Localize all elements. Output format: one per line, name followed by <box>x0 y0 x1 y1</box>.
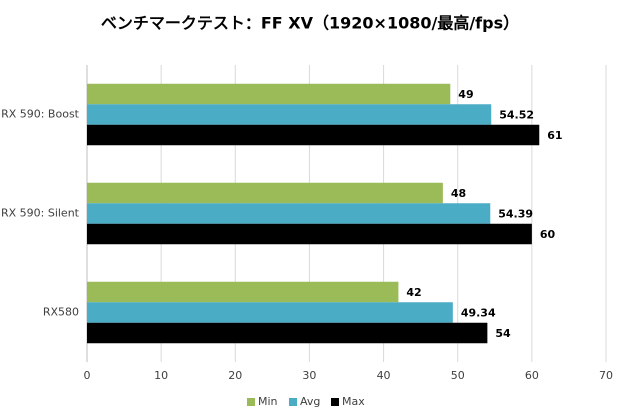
bar <box>87 322 488 344</box>
legend-swatch <box>247 398 255 406</box>
value-label: 60 <box>540 228 556 241</box>
bar <box>87 124 540 146</box>
legend-label: Max <box>342 395 365 408</box>
value-label: 42 <box>406 286 421 299</box>
legend-swatch <box>289 398 297 406</box>
value-label: 61 <box>547 129 562 142</box>
bar <box>87 281 399 303</box>
value-label: 54.52 <box>499 109 534 122</box>
x-tick-label: 10 <box>154 369 168 382</box>
value-label: 48 <box>451 187 466 200</box>
legend-label: Min <box>258 395 278 408</box>
legend-label: Avg <box>300 395 320 408</box>
bar <box>87 104 492 125</box>
value-label: 54.39 <box>498 208 533 221</box>
x-tick-label: 60 <box>525 369 539 382</box>
bar <box>87 223 532 245</box>
legend-swatch <box>331 398 339 406</box>
y-tick-label: RX 590: Silent <box>1 207 80 220</box>
bar <box>87 182 443 204</box>
x-tick-label: 50 <box>451 369 465 382</box>
x-tick-label: 20 <box>228 369 242 382</box>
value-label: 54 <box>495 327 511 340</box>
x-tick-label: 30 <box>302 369 316 382</box>
value-label: 49 <box>458 88 473 101</box>
y-tick-label: RX 590: Boost <box>1 108 80 121</box>
value-label: 49.34 <box>461 307 496 320</box>
bar <box>87 203 491 224</box>
chart-title: ベンチマークテスト：FF XV（1920×1080/最高/fps） <box>101 14 519 33</box>
x-tick-label: 40 <box>377 369 391 382</box>
x-tick-label: 70 <box>599 369 613 382</box>
y-tick-label: RX580 <box>43 306 79 319</box>
x-tick-label: 0 <box>84 369 91 382</box>
bar <box>87 302 453 323</box>
bar <box>87 83 451 105</box>
